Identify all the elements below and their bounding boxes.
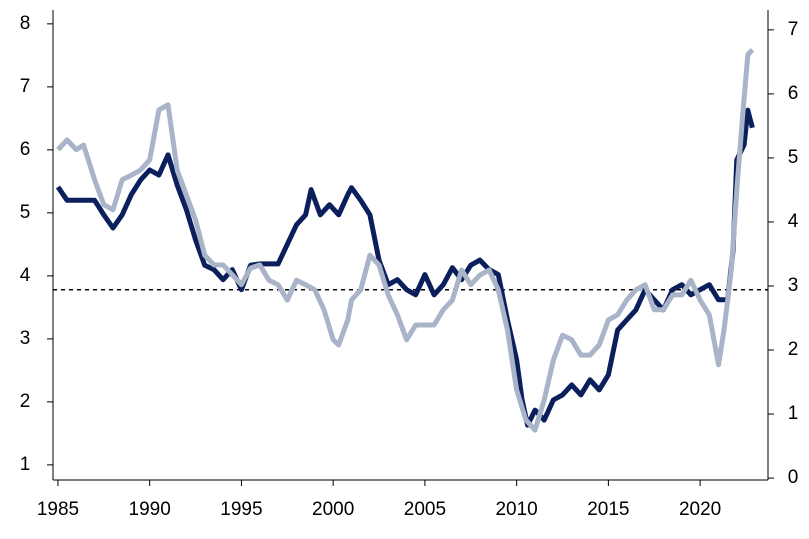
x-tick-label: 2020 — [679, 499, 721, 520]
y2-tick-label: 7 — [788, 19, 799, 40]
y2-tick-label: 2 — [788, 339, 799, 360]
y2-tick-label: 1 — [788, 403, 799, 424]
y-tick-label: 3 — [20, 328, 31, 349]
y-tick-label: 2 — [20, 391, 31, 412]
y2-tick-label: 3 — [788, 275, 799, 296]
data-line — [56, 48, 755, 433]
y2-tick-label: 5 — [788, 147, 799, 168]
y-tick-label: 7 — [20, 76, 31, 97]
x-tick-label: 2000 — [312, 499, 354, 520]
x-tick-label: 2005 — [404, 499, 446, 520]
y-tick-label: 8 — [20, 13, 31, 34]
y2-tick-label: 6 — [788, 83, 799, 104]
x-tick-label: 1995 — [220, 499, 262, 520]
x-tick-label: 2015 — [587, 499, 629, 520]
y-tick-label: 6 — [20, 139, 31, 160]
y2-tick-label: 4 — [788, 211, 799, 232]
y-tick-label: 4 — [20, 265, 31, 286]
y2-tick-label: 0 — [788, 467, 799, 488]
y-tick-label: 5 — [20, 202, 31, 223]
x-tick-label: 2010 — [495, 499, 537, 520]
data-line — [55, 107, 755, 428]
x-tick-label: 1990 — [129, 499, 171, 520]
y-tick-label: 1 — [20, 454, 31, 475]
x-tick-label: 1985 — [37, 499, 79, 520]
